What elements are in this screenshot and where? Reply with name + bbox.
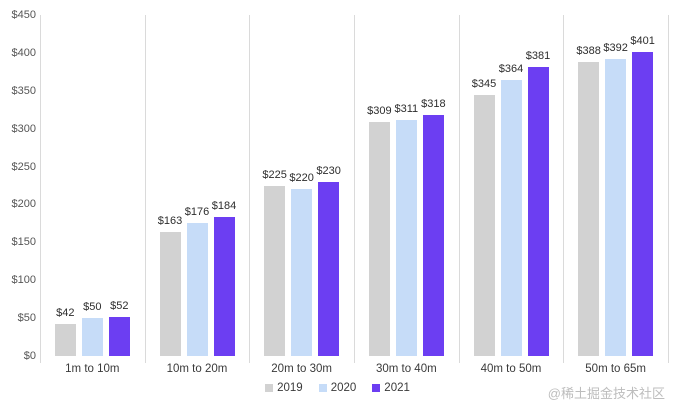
category-label: 50m to 65m	[585, 363, 647, 375]
category-separator-gridline	[458, 15, 460, 363]
bar-2019	[578, 61, 600, 356]
bar-value-label: $311	[394, 103, 419, 116]
category-separator-gridline	[668, 15, 669, 363]
watermark: @稀土掘金技术社区	[547, 386, 665, 401]
bar-2021	[632, 52, 654, 356]
bar-value-label: $364	[498, 63, 524, 76]
bar-2021	[213, 216, 235, 356]
bar-value-label: $401	[630, 35, 655, 48]
category-label: 1m to 10m	[65, 363, 120, 375]
bar-value-label: $381	[525, 50, 551, 63]
category-label: 10m to 20m	[166, 363, 228, 375]
category-separator-gridline	[40, 15, 41, 363]
bar-2020	[81, 318, 103, 356]
bar-value-label: $52	[110, 299, 129, 312]
bar-value-label: $176	[184, 205, 210, 218]
y-axis-tick-label: $250	[11, 160, 36, 173]
bar-2019	[368, 121, 390, 356]
legend-item-2020: 2020	[318, 382, 357, 394]
y-axis-tick-label: $50	[17, 312, 36, 325]
legend: 2019 2020 2021	[0, 382, 675, 394]
bar-2019	[54, 324, 76, 356]
y-axis-tick-label: $350	[11, 84, 36, 97]
y-axis-tick-label: $100	[11, 274, 36, 287]
y-axis-tick-label: $200	[11, 198, 36, 211]
legend-swatch	[265, 384, 274, 392]
legend-item-2019: 2019	[265, 382, 303, 394]
bar-2020	[291, 189, 313, 356]
legend-label: 2020	[330, 382, 357, 394]
y-axis-tick-label: $0	[23, 350, 36, 362]
category-separator-gridline	[563, 15, 565, 363]
y-axis-tick-label: $400	[11, 46, 36, 59]
bar-value-label: $50	[83, 301, 102, 314]
category-separator-gridline	[249, 15, 251, 363]
bar-2019	[473, 94, 495, 356]
category-label: 40m to 50m	[480, 363, 542, 375]
y-axis-tick-label: $150	[11, 236, 36, 249]
legend-label: 2021	[384, 382, 410, 394]
bar-2021	[318, 181, 340, 356]
legend-item-2021: 2021	[372, 382, 410, 394]
bar-value-label: $392	[603, 41, 628, 54]
legend-label: 2019	[277, 382, 303, 394]
bar-value-label: $345	[471, 77, 497, 90]
bar-2021	[422, 115, 444, 356]
bar-value-label: $318	[421, 98, 446, 111]
bar-value-label: $220	[289, 172, 314, 185]
bar-2021	[108, 316, 130, 356]
category-separator-gridline	[354, 15, 355, 363]
category-label: 20m to 30m	[271, 363, 333, 375]
bar-value-label: $184	[211, 199, 237, 212]
bar-value-label: $42	[56, 307, 75, 320]
bar-value-label: $309	[367, 104, 392, 117]
y-axis-tick-label: $300	[11, 122, 36, 135]
bar-2019	[159, 232, 181, 356]
category-separator-gridline	[144, 15, 146, 363]
legend-swatch	[318, 384, 327, 392]
bar-2020	[500, 80, 522, 356]
category-label: 30m to 40m	[375, 363, 437, 375]
bar-2020	[395, 120, 417, 356]
bar-value-label: $230	[316, 164, 341, 177]
bar-value-label: $163	[157, 215, 183, 228]
bar-value-label: $388	[576, 44, 601, 57]
bar-2019	[264, 185, 286, 356]
bar-2020	[186, 222, 208, 356]
bar-2021	[527, 67, 549, 356]
bar-value-label: $225	[262, 168, 287, 181]
y-axis-tick-label: $450	[11, 9, 36, 21]
legend-swatch	[372, 384, 381, 392]
bar-2020	[605, 58, 627, 356]
